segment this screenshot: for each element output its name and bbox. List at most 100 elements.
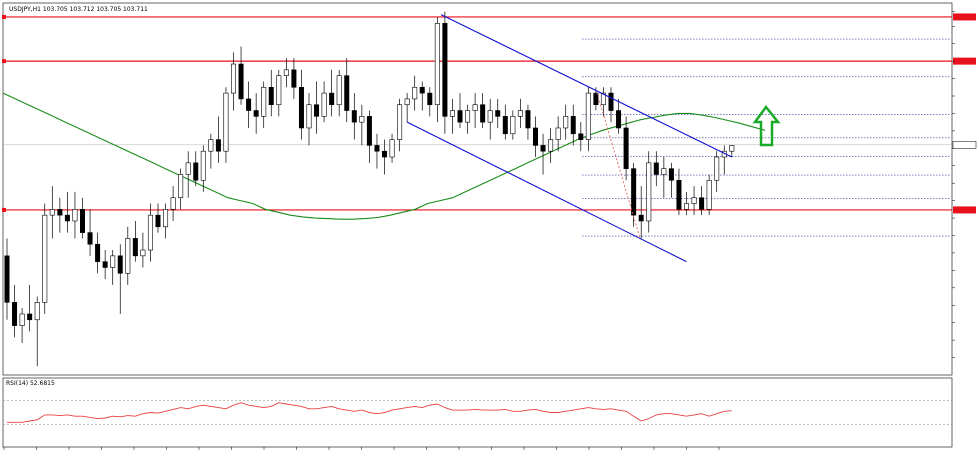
candle — [570, 104, 576, 146]
candle — [381, 139, 387, 175]
candle — [12, 284, 18, 338]
candle-body-bear — [593, 92, 599, 106]
candle-body-bear — [291, 69, 297, 88]
candle-body-bear — [57, 209, 63, 216]
candle — [4, 238, 10, 320]
candle-body-bull — [548, 139, 554, 152]
candle-body-bull — [397, 104, 403, 140]
candle — [261, 81, 267, 128]
candle-body-bear — [366, 116, 372, 146]
candle-body-bull — [434, 23, 440, 106]
candle-body-bull — [563, 116, 569, 129]
candle — [699, 186, 705, 216]
candle — [110, 250, 116, 285]
candle-body-bear — [215, 139, 221, 152]
candle-body-bear — [578, 133, 584, 140]
candle — [208, 133, 214, 169]
candle-body-bear — [502, 116, 508, 135]
candle-body-bull — [185, 162, 191, 175]
candle-body-bull — [691, 197, 697, 204]
candle — [434, 17, 440, 123]
candle — [42, 203, 48, 314]
candle — [95, 232, 101, 274]
candle-body-bear — [676, 179, 682, 210]
candle — [72, 191, 78, 239]
candle-body-bull — [223, 92, 229, 152]
candle-body-bull — [19, 313, 25, 326]
candle-body-bear — [427, 92, 433, 106]
rsi-line — [7, 402, 732, 423]
candle-body-bull — [110, 255, 116, 268]
candle-body-bull — [555, 127, 561, 140]
candle-body-bull — [510, 116, 516, 135]
candle — [102, 250, 108, 280]
candle-body-bear — [631, 168, 637, 216]
candle — [246, 81, 252, 128]
candle — [555, 116, 561, 152]
candle-body-bull — [472, 104, 478, 111]
level-marker — [2, 59, 6, 64]
fib-swing-guide — [596, 92, 641, 239]
channel-line-upper — [440, 14, 733, 158]
candle-body-bear — [132, 238, 138, 257]
candle — [525, 104, 531, 140]
candle — [676, 168, 682, 216]
candle-body-bear — [374, 145, 380, 152]
candle — [185, 151, 191, 198]
candle — [683, 191, 689, 216]
candle — [465, 104, 471, 134]
candle — [623, 116, 629, 181]
candle-body-bear — [95, 243, 101, 262]
candle-body-bear — [193, 162, 199, 181]
candle — [593, 87, 599, 111]
current-price-tag — [952, 141, 977, 149]
candle — [442, 11, 448, 134]
candle-body-bull — [336, 75, 342, 106]
candle — [608, 87, 614, 123]
candle-body-bull — [321, 92, 327, 117]
candle-body-bear — [525, 110, 531, 129]
candle-body-bear — [351, 110, 357, 123]
candle-body-bear — [27, 313, 33, 321]
candle — [140, 232, 146, 268]
channel-line-lower — [406, 121, 687, 263]
candle — [321, 81, 327, 123]
candle — [155, 203, 161, 233]
level-price-tag — [953, 13, 976, 21]
level-price-tag — [953, 206, 976, 214]
candle-body-bull — [729, 145, 735, 152]
candle-body-bull — [72, 209, 78, 222]
candle — [646, 151, 652, 233]
candle-body-bear — [623, 127, 629, 169]
candle-body-bear — [298, 86, 304, 129]
candle — [215, 116, 221, 163]
candle — [449, 98, 455, 134]
candle — [298, 69, 304, 140]
candle — [125, 226, 131, 285]
candle-body-bear — [87, 232, 93, 245]
candle — [268, 69, 274, 117]
candle-body-bear — [80, 209, 86, 233]
candle — [691, 186, 697, 216]
candle-body-bear — [638, 214, 644, 222]
moving-average-line — [2, 92, 766, 220]
candle-body-bear — [329, 92, 335, 106]
candle-body-bull — [646, 162, 652, 222]
candle-body-bear — [64, 214, 70, 222]
main-panel — [2, 2, 953, 376]
candle — [472, 93, 478, 128]
candle-body-bull — [276, 75, 282, 106]
candle — [563, 104, 569, 140]
candle — [653, 151, 659, 187]
candle-body-bear — [253, 110, 259, 117]
candle — [344, 58, 350, 123]
candle-body-bull — [661, 168, 667, 175]
candle — [487, 98, 493, 140]
candle — [510, 110, 516, 140]
rsi-panel — [2, 377, 953, 448]
candle — [336, 69, 342, 117]
candle — [80, 197, 86, 239]
candle-body-bear — [344, 75, 350, 111]
candle — [64, 191, 70, 233]
